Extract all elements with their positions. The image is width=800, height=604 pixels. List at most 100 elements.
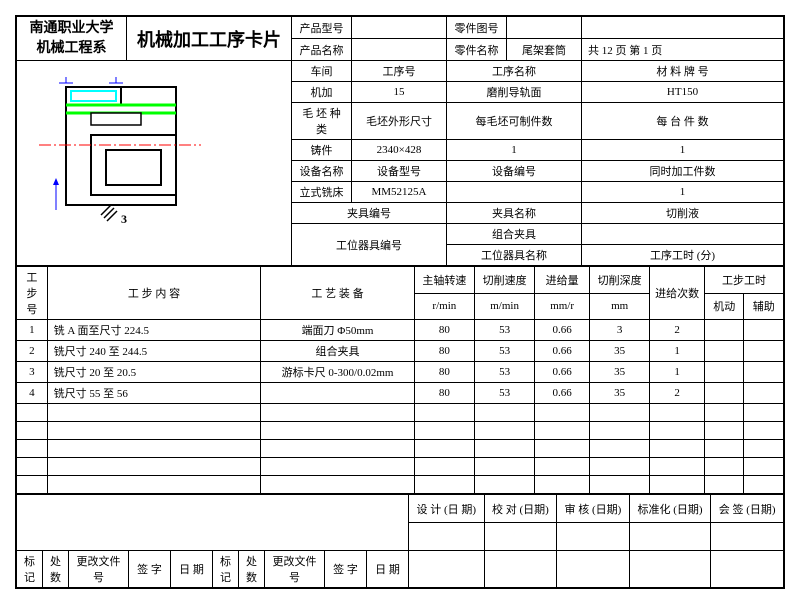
op-cell (705, 440, 744, 458)
op-cell (535, 422, 590, 440)
op-cell (744, 341, 784, 362)
op-cell (744, 383, 784, 404)
table-row (17, 458, 784, 476)
table-row (17, 422, 784, 440)
ftr-v5 (711, 523, 784, 551)
simul: 1 (582, 182, 784, 203)
proc-no: 15 (352, 82, 447, 103)
op-cell: 2 (650, 383, 705, 404)
drawing-cell: 3 (17, 61, 292, 266)
equip-name: 立式铣床 (292, 182, 352, 203)
op-desc (47, 476, 261, 494)
material-lbl: 材 料 牌 号 (582, 61, 784, 82)
proc-no-lbl: 工序号 (352, 61, 447, 82)
op-cell (414, 422, 474, 440)
table-row (17, 476, 784, 494)
col-depth-u: mm (590, 293, 650, 320)
table-row (17, 404, 784, 422)
ftr-b4 (629, 551, 711, 588)
blank-type-lbl: 毛 坯 种 类 (292, 103, 352, 140)
proc-name: 磨削导轨面 (447, 82, 582, 103)
op-cell (705, 476, 744, 494)
ftr-date1: 日 期 (171, 551, 213, 588)
op-cell (650, 476, 705, 494)
ftr-v1 (409, 523, 485, 551)
part-name: 尾架套筒 (507, 39, 582, 61)
org-cell: 南通职业大学 机械工程系 (17, 17, 127, 61)
op-cell (535, 458, 590, 476)
equip-model-lbl: 设备型号 (352, 161, 447, 182)
op-cell: 53 (474, 341, 534, 362)
proc-time-lbl: 工序工时 (分) (582, 245, 784, 266)
ftr-date2: 日 期 (367, 551, 409, 588)
op-cell (705, 422, 744, 440)
op-cell: 1 (17, 320, 48, 341)
op-cell: 组合夹具 (261, 341, 414, 362)
product-name (352, 39, 447, 61)
ftr-b3 (557, 551, 630, 588)
blank-dim: 2340×428 (352, 140, 447, 161)
col-spindle: 主轴转速 (414, 267, 474, 294)
ftr-v3 (557, 523, 630, 551)
op-desc: 铣尺寸 20 至 20.5 (47, 362, 261, 383)
op-cell (705, 362, 744, 383)
op-cell: 80 (414, 341, 474, 362)
op-cell (261, 440, 414, 458)
col-equip: 工 艺 装 备 (261, 267, 414, 320)
col-aux: 辅助 (744, 293, 784, 320)
blank-top (582, 17, 784, 39)
op-cell: 4 (17, 383, 48, 404)
ops-table: 工步号 工 步 内 容 工 艺 装 备 主轴转速 切削速度 进给量 切削深度 进… (16, 266, 784, 494)
svg-text:3: 3 (121, 212, 127, 226)
op-desc (47, 422, 261, 440)
op-cell: 2 (650, 320, 705, 341)
ftr-sign: 会 签 (日期) (711, 495, 784, 523)
op-cell (650, 458, 705, 476)
product-model-lbl: 产品型号 (292, 17, 352, 39)
op-cell (705, 383, 744, 404)
op-cell (744, 422, 784, 440)
equip-no-lbl: 设备编号 (447, 161, 582, 182)
op-desc (47, 404, 261, 422)
op-cell (650, 404, 705, 422)
op-cell (590, 404, 650, 422)
col-cutspeed-u: m/min (474, 293, 534, 320)
fixture-no-lbl: 夹具编号 (292, 203, 447, 224)
col-content: 工 步 内 容 (47, 267, 261, 320)
op-cell (705, 458, 744, 476)
op-cell: 35 (590, 383, 650, 404)
process-card: 南通职业大学 机械工程系 机械加工工序卡片 产品型号 零件图号 产品名称 零件名… (15, 15, 785, 589)
product-name-lbl: 产品名称 (292, 39, 352, 61)
part-name-lbl: 零件名称 (447, 39, 507, 61)
op-cell (17, 458, 48, 476)
op-cell: 3 (590, 320, 650, 341)
part-drawing-lbl: 零件图号 (447, 17, 507, 39)
col-motor: 机动 (705, 293, 744, 320)
school: 南通职业大学 (21, 19, 122, 39)
op-cell: 1 (650, 362, 705, 383)
dept: 机械工程系 (21, 39, 122, 59)
per-set: 1 (582, 140, 784, 161)
op-cell: 53 (474, 362, 534, 383)
op-cell (261, 422, 414, 440)
op-cell (590, 440, 650, 458)
op-cell (414, 440, 474, 458)
op-cell (17, 422, 48, 440)
proc-name-lbl: 工序名称 (447, 61, 582, 82)
col-cutspeed: 切削速度 (474, 267, 534, 294)
header-table: 南通职业大学 机械工程系 机械加工工序卡片 产品型号 零件图号 产品名称 零件名… (16, 16, 784, 266)
op-cell: 35 (590, 362, 650, 383)
op-cell (535, 404, 590, 422)
op-cell (261, 476, 414, 494)
op-cell (705, 341, 744, 362)
product-model (352, 17, 447, 39)
fixture-name: 组合夹具 (447, 224, 582, 245)
ftr-sig2: 签 字 (325, 551, 367, 588)
op-cell (705, 320, 744, 341)
footer-table: 设 计 (日 期) 校 对 (日期) 审 核 (日期) 标准化 (日期) 会 签… (16, 494, 784, 588)
equip-no (447, 182, 582, 203)
ftr-chg1: 更改文件号 (69, 551, 129, 588)
workshop: 机加 (292, 82, 352, 103)
op-cell: 35 (590, 341, 650, 362)
op-cell: 80 (414, 362, 474, 383)
